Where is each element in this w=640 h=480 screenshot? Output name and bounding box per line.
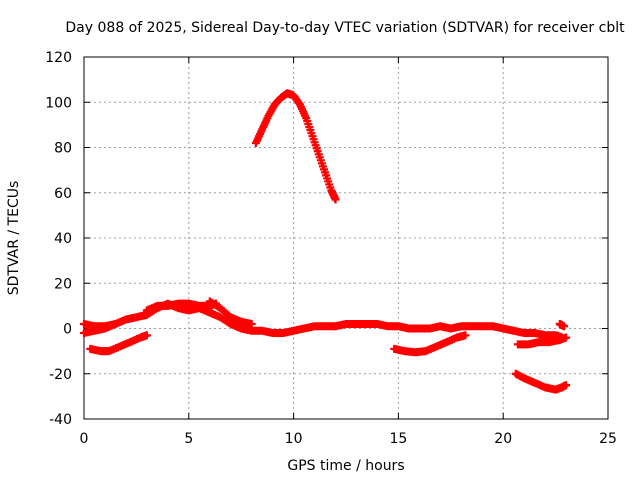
x-tick-labels: 0 5 10 15 20 25 [80,431,617,447]
data-point [331,195,340,204]
x-tick-label: 20 [494,431,512,447]
data-point [461,331,470,340]
y-tick-label: -40 [49,412,72,428]
data-point [562,333,571,342]
y-tick-label: 120 [45,50,72,66]
x-tick-label: 10 [285,431,303,447]
y-tick-label: 40 [54,231,72,247]
series-arc-upper-left [80,319,120,331]
series-arc-low-2 [390,331,470,357]
y-axis-label: SDTVAR / TECUs [6,181,22,296]
grid [84,57,608,419]
y-tick-label: 80 [54,141,72,157]
y-tick-labels: -40 -20 0 20 40 60 80 100 120 [45,50,72,428]
y-tick-label: 100 [45,95,72,111]
series-arc-neg-end [511,369,571,394]
y-tick-label: 0 [63,322,72,338]
chart-title: Day 088 of 2025, Sidereal Day-to-day VTE… [65,20,625,36]
y-tick-label: 60 [54,186,72,202]
series-arc-tail [555,319,568,331]
x-tick-label: 15 [389,431,407,447]
series-arc-low-1 [86,331,151,356]
axis-ticks [83,56,609,420]
data-point [247,319,256,328]
series-arc-low-3 [513,333,571,349]
x-axis-label: GPS time / hours [287,458,404,474]
series-arc-main-2 [331,319,566,342]
y-tick-label: 20 [54,276,72,292]
series-arc-high [251,89,340,204]
data-point [562,381,571,390]
data-point [111,319,120,328]
data-point [559,322,568,331]
x-tick-label: 25 [599,431,617,447]
x-tick-label: 0 [80,431,89,447]
data-points [80,89,571,394]
data-point [142,331,151,340]
y-tick-label: -20 [49,367,72,383]
x-tick-label: 5 [184,431,193,447]
series-arc-late [205,297,256,328]
